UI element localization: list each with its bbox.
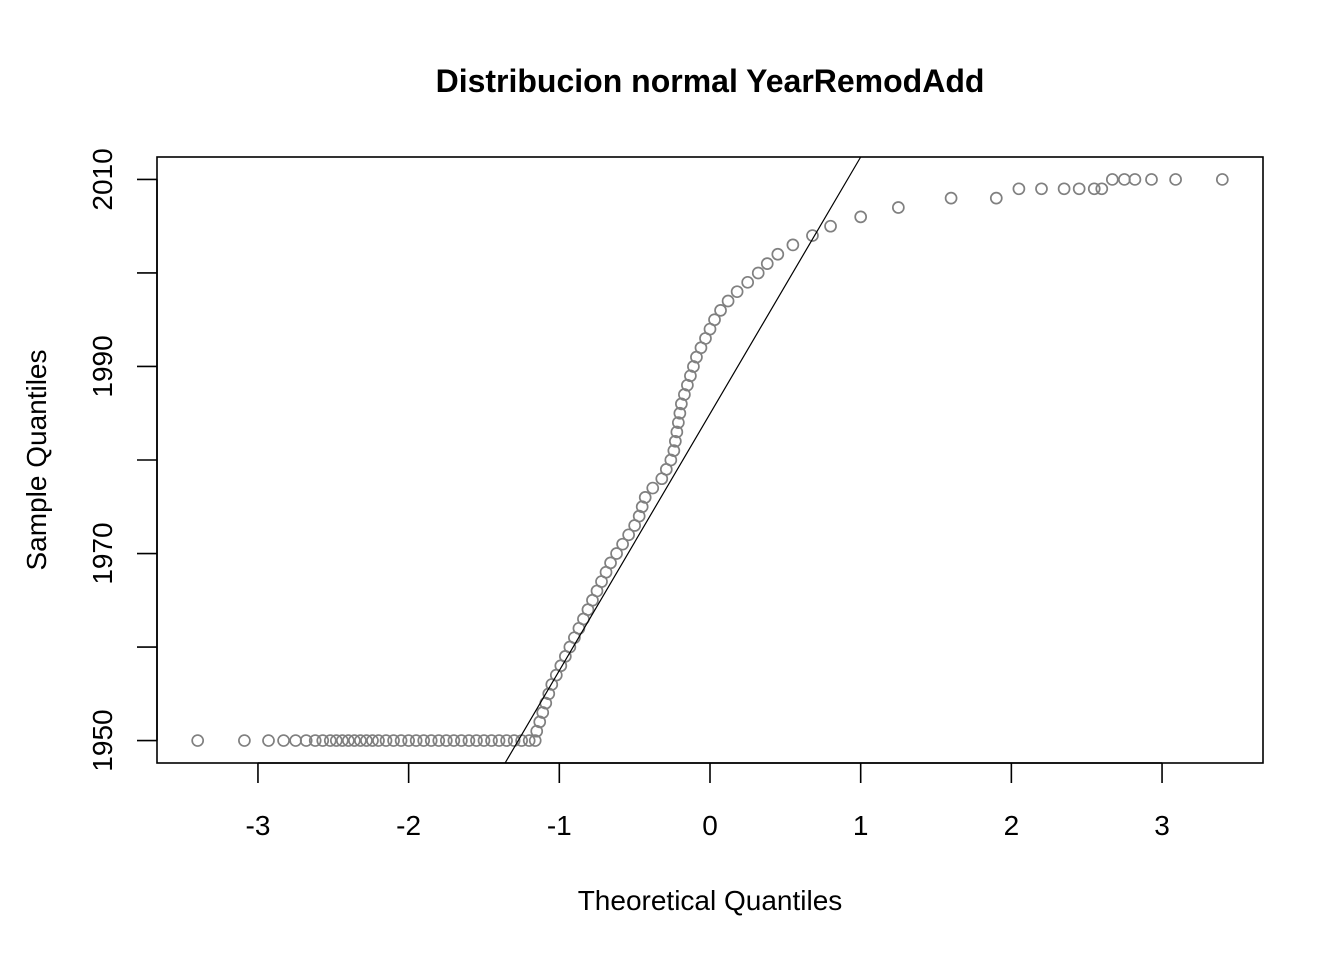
- data-point: [616, 537, 629, 551]
- data-point: [741, 275, 755, 289]
- data-point: [646, 481, 660, 495]
- data-point: [308, 734, 322, 747]
- x-tick-label: 2: [1004, 810, 1020, 841]
- data-point: [638, 491, 652, 504]
- data-point: [354, 734, 367, 747]
- data-point: [721, 294, 735, 308]
- data-point: [604, 556, 617, 570]
- data-point: [1095, 182, 1109, 196]
- x-tick-label: -1: [547, 810, 572, 841]
- data-point: [477, 734, 491, 747]
- data-point: [1035, 182, 1048, 196]
- data-point: [417, 734, 431, 747]
- data-point: [667, 444, 681, 457]
- data-point: [522, 734, 536, 747]
- y-tick-label: 1990: [87, 335, 118, 397]
- data-point: [1118, 173, 1131, 186]
- x-axis-title: Theoretical Quantiles: [578, 885, 843, 916]
- data-point: [439, 734, 453, 747]
- data-point: [470, 734, 483, 747]
- data-point: [432, 734, 446, 747]
- data-point: [387, 734, 400, 747]
- data-point: [191, 734, 205, 747]
- data-point: [672, 416, 685, 429]
- data-point: [485, 734, 498, 747]
- data-point: [1215, 173, 1229, 186]
- reference-line: [504, 156, 862, 764]
- data-point: [714, 304, 727, 317]
- data-point: [455, 734, 468, 747]
- data-point: [402, 734, 415, 747]
- data-point: [462, 734, 476, 747]
- data-point: [366, 734, 379, 747]
- data-point: [277, 734, 290, 747]
- data-point: [1087, 182, 1101, 196]
- y-tick-label: 1970: [87, 522, 118, 584]
- data-point: [708, 313, 721, 327]
- data-point: [424, 734, 438, 747]
- data-point: [372, 734, 385, 747]
- data-point: [507, 734, 521, 747]
- x-tick-label: 0: [702, 810, 718, 841]
- data-point: [323, 734, 337, 747]
- data-point: [673, 406, 687, 420]
- data-point: [348, 734, 361, 747]
- y-axis: 1950 1970 1990 2010: [87, 148, 158, 772]
- x-axis: -3 -2 -1 0 1 2 3: [246, 762, 1170, 841]
- data-point: [335, 734, 349, 747]
- data-point: [342, 734, 355, 747]
- data-point: [670, 425, 684, 439]
- data-point: [379, 734, 393, 747]
- data-point: [786, 238, 800, 252]
- data-point: [1128, 173, 1142, 186]
- data-point: [1057, 182, 1071, 196]
- plot-frame: [156, 156, 1264, 764]
- data-point: [500, 734, 513, 747]
- data-point: [528, 734, 542, 747]
- data-point: [360, 734, 373, 747]
- data-point: [1072, 182, 1086, 196]
- x-tick-label: -2: [396, 810, 421, 841]
- x-tick-label: 1: [853, 810, 869, 841]
- y-axis-title: Sample Quantiles: [21, 349, 52, 570]
- data-point: [760, 257, 774, 270]
- data-point: [989, 191, 1003, 205]
- data-point: [610, 547, 623, 560]
- data-point: [751, 266, 765, 280]
- data-point: [1012, 182, 1026, 196]
- data-point: [1145, 173, 1158, 186]
- data-point: [316, 734, 330, 747]
- data-point: [299, 734, 313, 747]
- data-point: [1169, 173, 1182, 186]
- data-point: [394, 734, 408, 747]
- data-point: [409, 734, 423, 747]
- data-point: [622, 528, 635, 542]
- data-points: [191, 173, 1229, 747]
- y-tick-label: 2010: [87, 148, 118, 210]
- x-tick-label: 3: [1154, 810, 1170, 841]
- data-point: [892, 201, 905, 214]
- x-tick-label: -3: [246, 810, 271, 841]
- data-point: [730, 285, 744, 299]
- y-tick-label: 1950: [87, 709, 118, 771]
- data-point: [262, 734, 275, 747]
- data-point: [238, 734, 251, 747]
- data-point: [289, 734, 302, 747]
- data-point: [492, 734, 506, 747]
- data-point: [1105, 173, 1119, 186]
- data-point: [668, 434, 682, 448]
- data-point: [806, 229, 819, 242]
- data-point: [854, 210, 868, 224]
- data-point: [944, 191, 958, 205]
- data-point: [824, 219, 837, 233]
- data-point: [329, 734, 343, 747]
- data-point: [447, 734, 461, 747]
- chart-title: Distribucion normal YearRemodAdd: [436, 63, 985, 99]
- data-point: [771, 247, 785, 261]
